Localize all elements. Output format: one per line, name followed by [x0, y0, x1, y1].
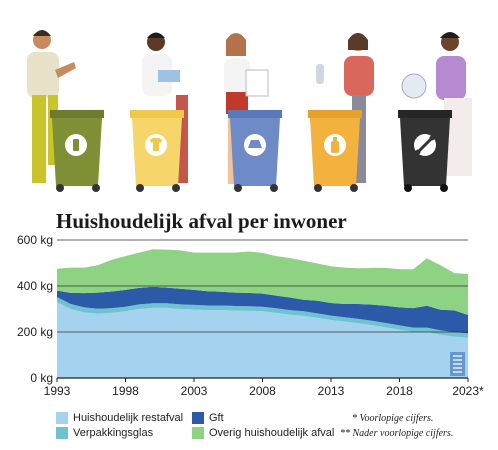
y-axis-ticks: 0 kg 200 kg 400 kg 600 kg — [17, 233, 53, 385]
x-tick-label: 1998 — [112, 384, 139, 398]
area-series-0 — [57, 302, 468, 378]
legend-label: Overig huishoudelijk afval — [209, 427, 335, 439]
legend-label: Verpakkingsglas — [73, 427, 154, 439]
area-series-3 — [57, 249, 468, 315]
y-tick-label: 400 kg — [17, 279, 53, 293]
black-bin — [398, 110, 452, 192]
legend-label: Gft — [209, 412, 224, 424]
area-series-2 — [57, 286, 468, 334]
x-tick-label: 2003 — [181, 384, 208, 398]
legend-swatch — [192, 427, 204, 439]
legend-item-verpakkingsglas: Verpakkingsglas — [56, 427, 153, 439]
fish-bone-icon — [415, 135, 435, 155]
legend-label: Huishoudelijk restafval — [73, 412, 184, 424]
legend-item-restafval: Huishoudelijk restafval — [56, 412, 183, 424]
x-tick-label: 1993 — [44, 384, 71, 398]
chart-title: Huishoudelijk afval per inwoner — [56, 209, 347, 233]
y-tick-label: 0 kg — [30, 371, 53, 385]
legend-item-overig: Overig huishoudelijk afval — [192, 427, 334, 439]
x-tick-label: 2018 — [386, 384, 413, 398]
shirt-icon — [150, 138, 162, 151]
plastic-packaging-icon — [248, 140, 262, 148]
area-layers — [57, 249, 468, 378]
x-axis-ticks: 1993 1998 2003 2008 2013 2018 2023* — [44, 378, 484, 398]
x-tick-label: 2008 — [249, 384, 276, 398]
area-series-1 — [57, 297, 468, 338]
x-tick-label: 2023* — [452, 384, 484, 398]
bottle-icon — [331, 137, 339, 153]
legend-swatch — [192, 412, 204, 424]
legend-swatch — [56, 427, 68, 439]
x-tick-label: 2013 — [318, 384, 345, 398]
y-tick-label: 600 kg — [17, 233, 53, 247]
chart-logo-icon — [450, 352, 465, 376]
people-with-waste-bins-illustration — [27, 30, 472, 192]
yellow-bin — [130, 110, 184, 192]
note-further-preliminary: ** Nader voorlopige cijfers. — [340, 428, 454, 439]
y-tick-label: 200 kg — [17, 325, 53, 339]
blue-bin — [228, 110, 282, 192]
stacked-area-chart: 0 kg 200 kg 400 kg 600 kg 1993 1998 2003 2008 2… — [17, 233, 484, 398]
legend-item-gft: Gft — [192, 412, 224, 424]
glass-bottle-icon — [73, 139, 79, 151]
legend-swatch — [56, 412, 68, 424]
note-preliminary: * Voorlopige cijfers. — [352, 413, 434, 424]
